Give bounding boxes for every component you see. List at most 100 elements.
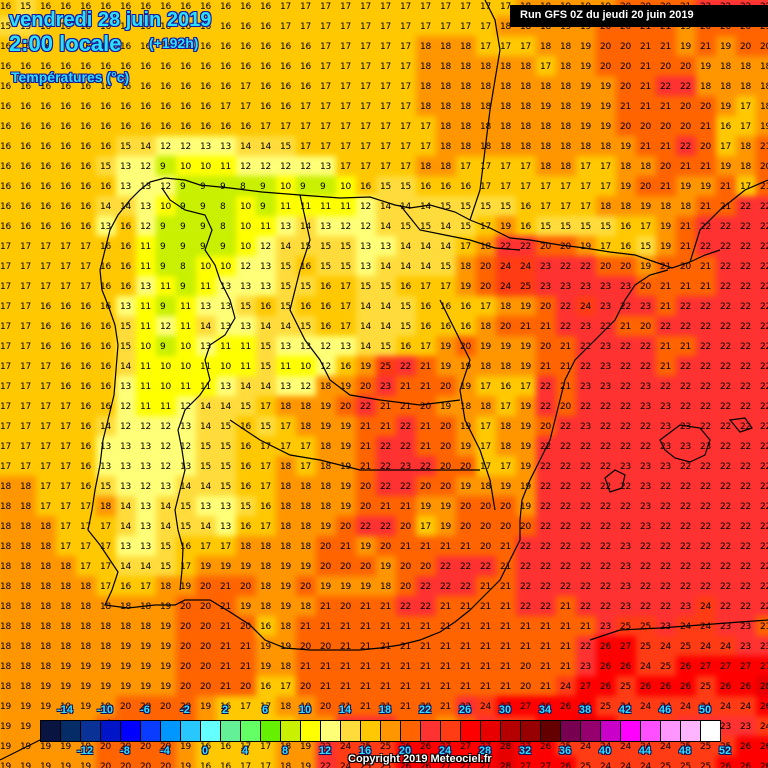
- temperature-value: 21: [520, 642, 532, 652]
- temperature-value: 18: [100, 642, 112, 652]
- temperature-value: 20: [660, 122, 672, 132]
- grid-cell: [456, 96, 476, 116]
- temperature-value: 22: [640, 362, 652, 372]
- grid-cell: [616, 176, 636, 196]
- temperature-value: 19: [440, 342, 452, 352]
- legend-label-top: 10: [298, 704, 312, 716]
- temperature-value: 24: [740, 702, 752, 712]
- temperature-value: 18: [600, 202, 612, 212]
- temperature-value: 18: [300, 482, 312, 492]
- temperature-value: 20: [340, 562, 352, 572]
- grid-cell: [556, 136, 576, 156]
- temperature-value: 14: [440, 242, 452, 252]
- grid-cell: [676, 136, 696, 156]
- grid-cell: [116, 156, 136, 176]
- temperature-value: 17: [20, 342, 32, 352]
- grid-cell: [256, 136, 276, 156]
- legend-swatch: [421, 721, 441, 741]
- temperature-value: 24: [700, 642, 712, 652]
- temperature-value: 19: [340, 502, 352, 512]
- temperature-value: 17: [480, 462, 492, 472]
- temperature-value: 13: [280, 382, 292, 392]
- temperature-value: 14: [380, 262, 392, 272]
- temperature-value: 23: [620, 562, 632, 572]
- temperature-value: 22: [760, 382, 768, 392]
- temperature-value: 27: [760, 662, 768, 672]
- temperature-value: 11: [180, 382, 192, 392]
- temperature-value: 22: [620, 402, 632, 412]
- temperature-value: 26: [560, 762, 572, 768]
- grid-cell: [656, 156, 676, 176]
- temperature-value: 13: [220, 522, 232, 532]
- legend-label-top: 2: [221, 704, 229, 716]
- grid-cell: [16, 76, 36, 96]
- temperature-value: 22: [540, 502, 552, 512]
- grid-cell: [576, 96, 596, 116]
- temperature-value: 21: [340, 542, 352, 552]
- temperature-value: 18: [300, 542, 312, 552]
- temperature-value: 9: [200, 222, 206, 232]
- grid-cell: [276, 56, 296, 76]
- temperature-value: 20: [700, 142, 712, 152]
- grid-cell: [336, 76, 356, 96]
- temperature-value: 13: [360, 242, 372, 252]
- temperature-value: 21: [380, 662, 392, 672]
- temperature-value: 22: [720, 422, 732, 432]
- temperature-value: 15: [300, 322, 312, 332]
- temperature-value: 8: [180, 262, 186, 272]
- grid-cell: [236, 0, 256, 16]
- temperature-value: 17: [520, 162, 532, 172]
- grid-cell: [636, 176, 656, 196]
- grid-cell: [16, 196, 36, 216]
- temperature-value: 16: [60, 382, 72, 392]
- grid-cell: [336, 36, 356, 56]
- temperature-value: 18: [500, 362, 512, 372]
- temperature-value: 16: [240, 22, 252, 32]
- grid-cell: [536, 56, 556, 76]
- temperature-value: 21: [560, 662, 572, 672]
- temperature-value: 18: [40, 562, 52, 572]
- temperature-value: 19: [600, 102, 612, 112]
- temperature-value: 22: [420, 582, 432, 592]
- temperature-value: 18: [460, 262, 472, 272]
- temperature-value: 17: [320, 62, 332, 72]
- legend-label-bottom: -12: [77, 745, 93, 757]
- temperature-value: 9: [180, 182, 186, 192]
- temperature-value: 22: [700, 542, 712, 552]
- temperature-value: 19: [720, 162, 732, 172]
- temperature-value: 17: [40, 402, 52, 412]
- temperature-value: 18: [740, 142, 752, 152]
- legend-swatch: [501, 721, 521, 741]
- temperature-value: 18: [560, 142, 572, 152]
- temperature-value: 8: [240, 182, 246, 192]
- temperature-value: 28: [760, 682, 768, 692]
- temperature-value: 13: [320, 162, 332, 172]
- temperature-value: 22: [700, 482, 712, 492]
- temperature-value: 12: [260, 242, 272, 252]
- temperature-value: 19: [460, 442, 472, 452]
- temperature-value: 20: [440, 442, 452, 452]
- temperature-value: 26: [740, 742, 752, 752]
- grid-cell: [56, 16, 76, 36]
- temperature-value: 17: [40, 242, 52, 252]
- temperature-value: 21: [720, 182, 732, 192]
- grid-cell: [636, 96, 656, 116]
- temperature-value: 16: [40, 222, 52, 232]
- temperature-value: 22: [560, 562, 572, 572]
- legend-swatch: [621, 721, 641, 741]
- temperature-value: 18: [520, 62, 532, 72]
- temperature-value: 18: [560, 62, 572, 72]
- temperature-value: 21: [320, 682, 332, 692]
- grid-cell: [496, 36, 516, 56]
- temperature-value: 14: [140, 142, 152, 152]
- temperature-value: 13: [120, 302, 132, 312]
- temperature-value: 22: [620, 422, 632, 432]
- grid-cell: [0, 56, 16, 76]
- temperature-value: 11: [280, 362, 292, 372]
- temperature-value: 22: [660, 562, 672, 572]
- temperature-value: 25: [700, 762, 712, 768]
- temperature-value: 17: [380, 22, 392, 32]
- grid-cell: [56, 136, 76, 156]
- grid-cell: [316, 0, 336, 16]
- grid-cell: [616, 136, 636, 156]
